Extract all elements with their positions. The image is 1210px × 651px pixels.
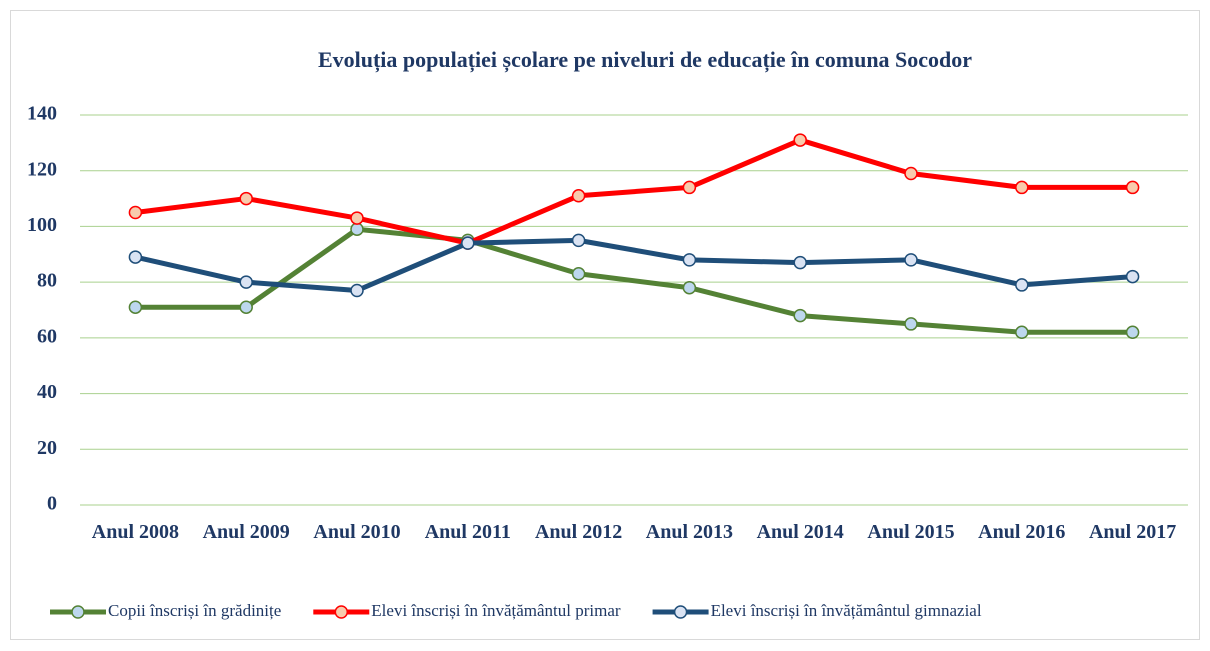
legend-marker — [71, 605, 85, 619]
marker — [128, 205, 143, 220]
y-tick-label: 0 — [47, 493, 57, 515]
marker — [1125, 325, 1140, 340]
series-line — [134, 237, 1133, 293]
marker — [904, 253, 918, 267]
marker — [239, 300, 253, 314]
marker — [1015, 180, 1029, 195]
y-tick-label: 80 — [37, 270, 57, 292]
legend-marker — [334, 605, 349, 619]
x-tick-label: Anul 2012 — [534, 521, 623, 543]
marker — [350, 283, 364, 298]
marker — [571, 267, 586, 281]
x-tick-label: Anul 2009 — [202, 521, 290, 543]
marker — [682, 253, 697, 267]
chart-border — [10, 10, 1200, 640]
marker — [571, 189, 586, 203]
marker — [571, 233, 586, 248]
marker — [239, 275, 253, 289]
marker — [1015, 325, 1029, 340]
legend-marker — [673, 605, 688, 619]
x-tick-label: Anul 2013 — [645, 521, 734, 543]
marker — [239, 191, 253, 206]
marker — [682, 280, 697, 295]
marker — [793, 308, 807, 323]
y-tick-label: 40 — [37, 381, 57, 403]
marker — [1125, 269, 1140, 284]
series-line — [135, 137, 1133, 246]
x-tick-label: Anul 2015 — [867, 521, 955, 543]
x-tick-label: Anul 2011 — [424, 521, 511, 543]
marker — [904, 317, 918, 331]
y-tick-label: 120 — [27, 158, 57, 180]
marker — [461, 236, 475, 250]
x-tick-label: Anul 2017 — [1088, 521, 1177, 543]
marker — [1015, 278, 1029, 292]
marker — [128, 250, 143, 264]
marker — [1125, 180, 1140, 195]
marker — [793, 133, 807, 147]
x-tick-label: Anul 2016 — [978, 521, 1066, 543]
marker — [350, 222, 364, 236]
x-tick-label: Anul 2008 — [91, 521, 180, 543]
y-tick-label: 100 — [27, 214, 57, 236]
marker — [350, 211, 364, 225]
marker — [682, 180, 697, 195]
legend-label: Elevi înscriși în învățământul primar — [371, 601, 621, 620]
marker — [904, 166, 918, 181]
x-tick-label: Anul 2014 — [756, 521, 844, 543]
y-tick-label: 60 — [37, 325, 57, 347]
legend-label: Elevi înscriși în învățământul gimnazial — [711, 601, 982, 620]
legend-label: Copii înscriși în grădinițe — [108, 601, 281, 620]
marker — [128, 300, 143, 314]
x-tick-label: Anul 2010 — [313, 521, 401, 543]
series-line — [135, 226, 1133, 335]
marker — [793, 255, 807, 270]
y-tick-label: 140 — [27, 103, 57, 125]
chart-title: Evoluția populației școlare pe niveluri … — [318, 47, 972, 73]
y-tick-label: 20 — [37, 437, 57, 459]
